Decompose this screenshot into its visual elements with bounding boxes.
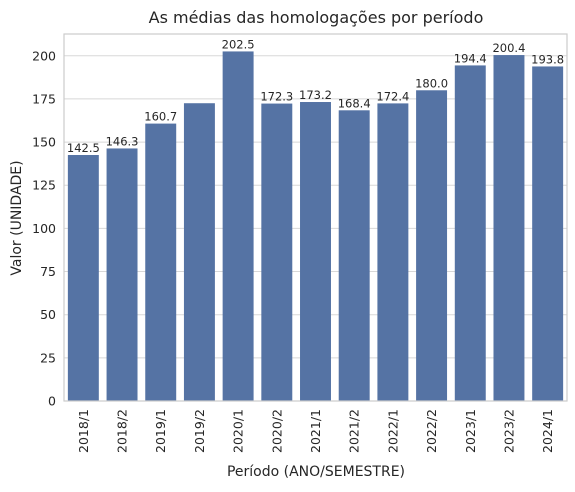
bar <box>532 66 564 401</box>
data-labels: 142.5 146.3 160.7 202.5 172.3 173.2 168.4 172.4… <box>67 37 564 155</box>
bar <box>145 123 177 401</box>
chart-title: As médias das homologações por período <box>149 8 484 27</box>
bar-value-label: 172.4 <box>376 89 409 103</box>
y-tick-label: 200 <box>32 48 56 63</box>
bar-value-label: 180.0 <box>415 76 448 90</box>
x-axis-ticks: 2018/1 2018/2 2019/1 2019/2 2020/1 2020/2 2021… <box>76 409 555 453</box>
bar-value-label: 202.5 <box>222 37 255 51</box>
y-axis-label: Valor (UNIDADE) <box>9 160 25 275</box>
y-tick-label: 175 <box>32 91 56 106</box>
x-tick-label: 2019/2 <box>192 409 207 453</box>
y-tick-label: 75 <box>40 264 56 279</box>
bar-value-label: 173.2 <box>299 88 332 102</box>
y-tick-label: 0 <box>48 394 56 409</box>
bar-value-label: 194.4 <box>454 51 487 65</box>
bar-value-label: 168.4 <box>338 96 371 110</box>
y-tick-label: 25 <box>40 350 56 365</box>
x-tick-label: 2023/2 <box>501 409 516 453</box>
bar-value-label: 193.8 <box>531 52 564 66</box>
x-tick-label: 2020/1 <box>231 409 246 453</box>
bar <box>106 148 138 401</box>
bar <box>493 55 525 401</box>
bar-value-label: 146.3 <box>106 134 139 148</box>
x-axis-label: Período (ANO/SEMESTRE) <box>227 464 405 480</box>
bar <box>416 90 448 401</box>
x-tick-label: 2021/2 <box>347 409 362 453</box>
x-tick-label: 2018/1 <box>76 409 91 453</box>
x-tick-label: 2022/2 <box>424 409 439 453</box>
x-tick-label: 2021/1 <box>308 409 323 453</box>
y-tick-label: 150 <box>32 135 56 150</box>
bar-value-label: 142.5 <box>67 141 100 155</box>
y-tick-label: 50 <box>40 307 56 322</box>
y-tick-label: 100 <box>32 221 56 236</box>
bar <box>183 103 215 402</box>
x-tick-label: 2020/2 <box>269 409 284 453</box>
plot-frame <box>63 33 568 402</box>
bar <box>67 155 99 401</box>
bars <box>67 51 564 402</box>
bar-value-label: 172.3 <box>260 90 293 104</box>
bar <box>377 103 409 401</box>
bar <box>261 103 293 401</box>
bar <box>300 102 331 402</box>
y-axis-ticks: 0 25 50 75 100 125 150 175 200 <box>32 48 56 408</box>
x-tick-label: 2024/1 <box>540 409 555 453</box>
bar-value-label: 160.7 <box>144 110 177 124</box>
x-tick-label: 2023/1 <box>463 409 478 453</box>
bar-value-label: 200.4 <box>492 41 525 55</box>
x-tick-label: 2019/1 <box>153 409 168 453</box>
x-tick-label: 2018/2 <box>115 409 130 453</box>
bar <box>222 51 254 401</box>
x-tick-label: 2022/1 <box>385 409 400 453</box>
bar <box>454 65 486 401</box>
y-tick-label: 125 <box>32 178 56 193</box>
bar <box>338 110 370 401</box>
